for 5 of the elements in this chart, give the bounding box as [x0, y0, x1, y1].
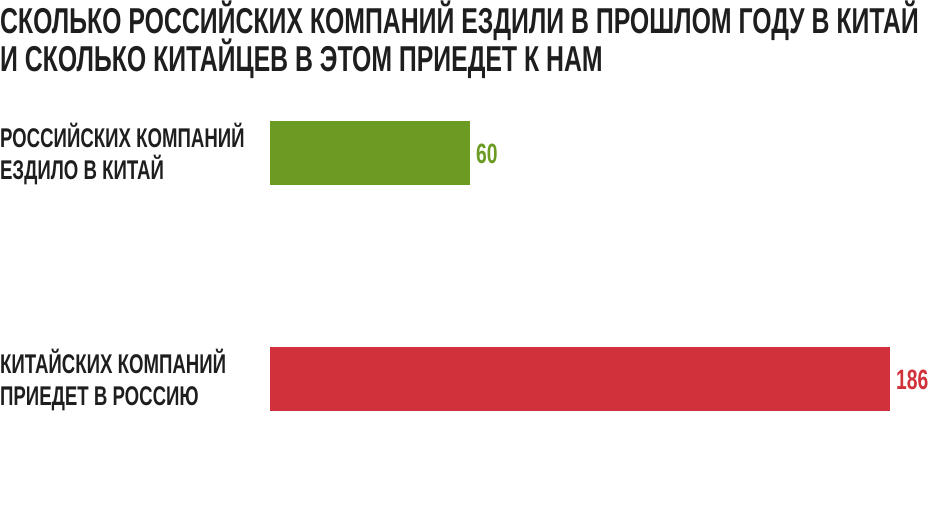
chart-title: СКОЛЬКО РОССИЙСКИХ КОМПАНИЙ ЕЗДИЛИ В ПРОШЛОМ ГОДУ В КИТАЙ И СКОЛЬКО КИТАЙЦЕВ В ЭТОМ ПРИЕДЕТ К НАМ [0, 0, 919, 80]
y-tick-label: КИТАЙСКИХ КОМПАНИЙ ПРИЕДЕТ В РОССИЮ [0, 348, 226, 411]
data-label: 60 [476, 138, 498, 170]
y-tick-label: РОССИЙСКИХ КОМПАНИЙ ЕЗДИЛО В КИТАЙ [0, 122, 245, 185]
data-label: 186 [896, 364, 928, 396]
